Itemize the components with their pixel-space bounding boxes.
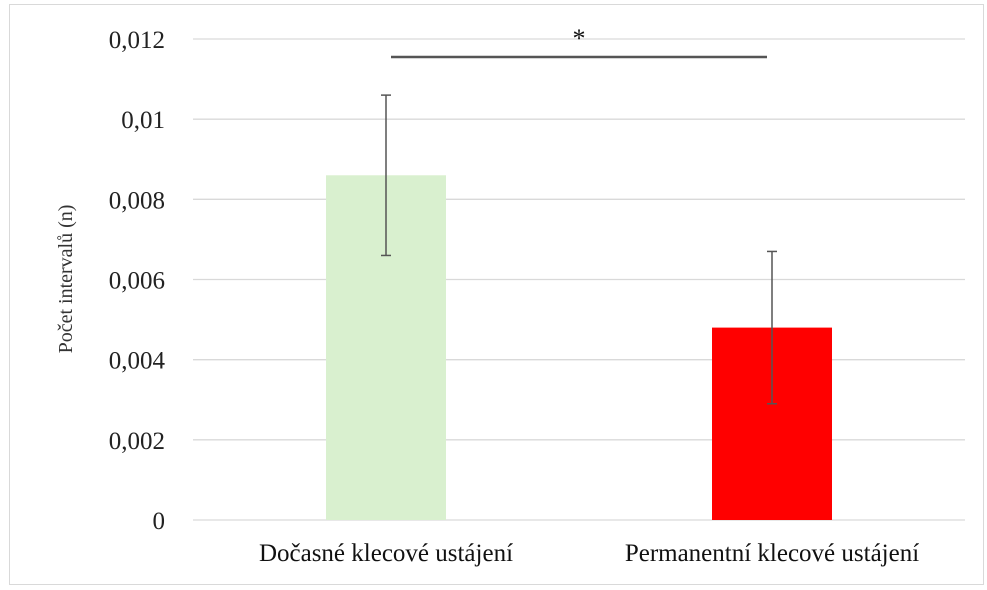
significance-label: * (573, 24, 586, 53)
x-category-label: Dočasné klecové ustájení (259, 540, 513, 567)
x-category-label: Permanentní klecové ustájení (625, 540, 919, 567)
y-tick-label: 0,002 (109, 428, 165, 455)
y-tick-label: 0,004 (109, 348, 166, 375)
x-category-labels: Dočasné klecové ustájení Permanentní klec… (259, 540, 919, 567)
y-axis-title: Počet intervalů (n) (55, 205, 77, 354)
error-bars (381, 94, 777, 405)
y-tick-label: 0,006 (109, 268, 165, 295)
y-tick-label: 0,008 (109, 187, 165, 214)
error-bar (381, 94, 391, 257)
significance-marker: * (391, 24, 767, 59)
bars (326, 175, 832, 521)
y-tick-label: 0 (153, 508, 166, 535)
grid-lines (193, 38, 965, 521)
y-tick-label: 0,012 (109, 27, 165, 54)
y-tick-labels: 0 0,002 0,004 0,006 0,008 0,01 0,012 (109, 27, 166, 535)
y-tick-label: 0,01 (121, 107, 165, 134)
error-bar (767, 250, 777, 405)
